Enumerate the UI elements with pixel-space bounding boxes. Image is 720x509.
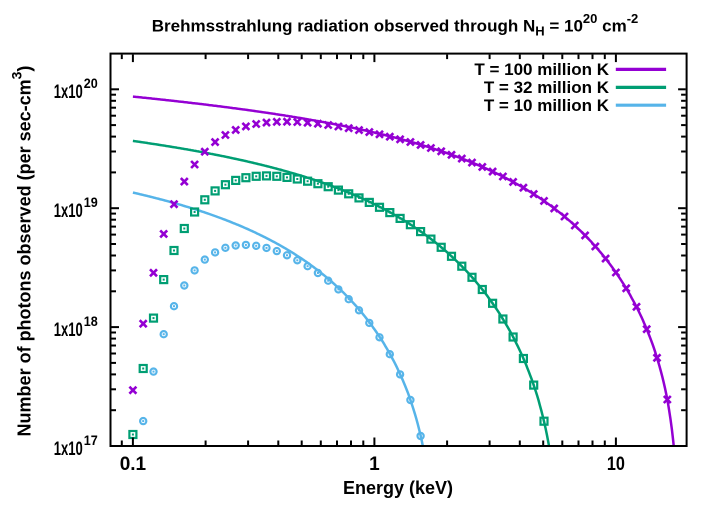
svg-text:20: 20 — [84, 75, 98, 91]
svg-text:1x10: 1x10 — [54, 320, 83, 341]
svg-text:0.1: 0.1 — [120, 454, 147, 475]
svg-text:Energy (keV): Energy (keV) — [343, 478, 453, 498]
svg-text:10: 10 — [607, 454, 625, 475]
svg-text:T = 10 million K: T = 10 million K — [484, 96, 610, 115]
svg-text:19: 19 — [84, 194, 98, 210]
svg-text:17: 17 — [84, 432, 98, 448]
svg-text:1: 1 — [369, 454, 380, 475]
svg-text:1x10: 1x10 — [54, 201, 83, 222]
svg-text:Brehmsstrahlung radiation obse: Brehmsstrahlung radiation observed throu… — [152, 11, 639, 39]
svg-text:1x10: 1x10 — [54, 82, 83, 103]
svg-text:18: 18 — [84, 313, 98, 329]
svg-text:1x10: 1x10 — [54, 439, 83, 460]
svg-text:T = 32 million K: T = 32 million K — [484, 78, 610, 97]
svg-text:T = 100 million K: T = 100 million K — [474, 60, 609, 79]
